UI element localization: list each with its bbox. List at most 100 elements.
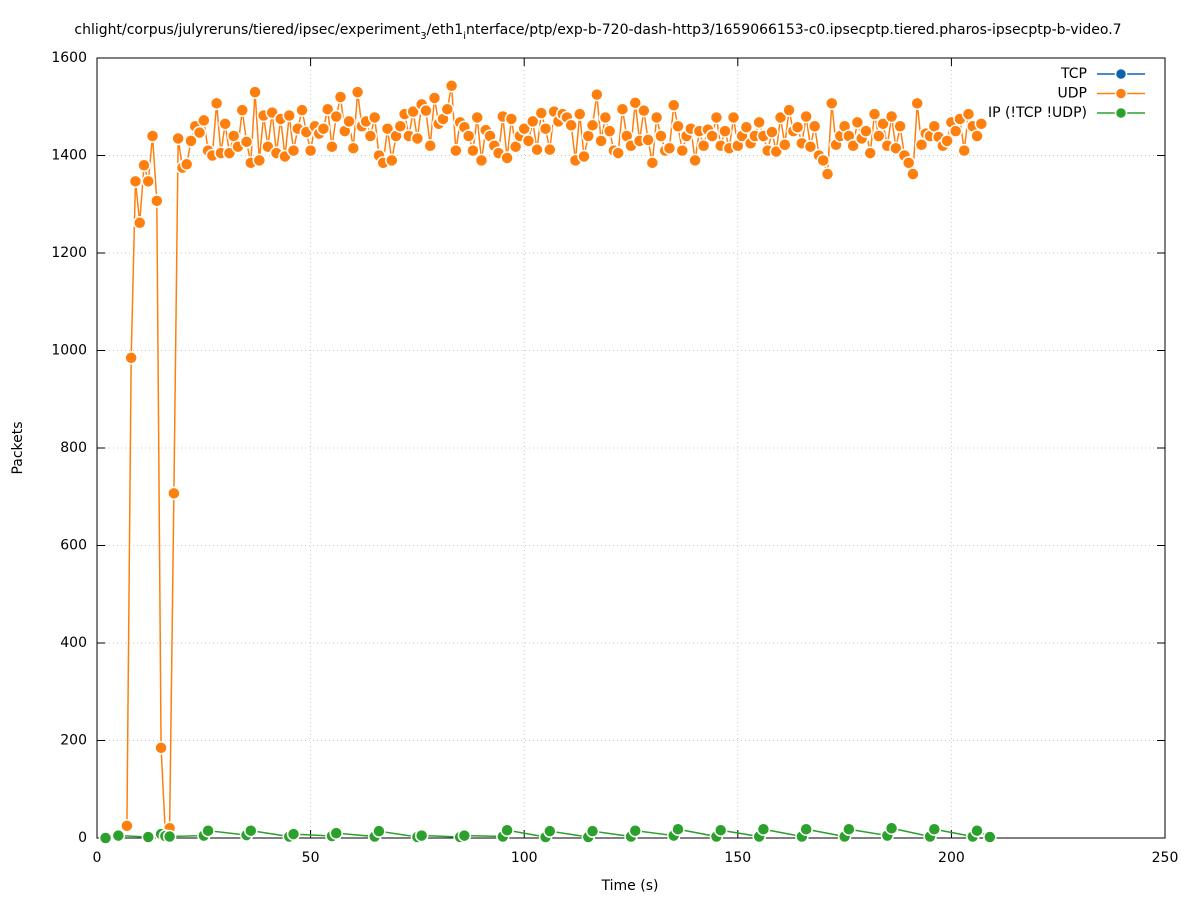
point bbox=[346, 141, 361, 155]
x-tick-label: 250 bbox=[1152, 850, 1179, 866]
point bbox=[825, 96, 839, 111]
y-tick-label: 600 bbox=[60, 538, 87, 554]
point bbox=[773, 110, 788, 125]
point bbox=[662, 141, 677, 155]
point bbox=[316, 121, 331, 136]
point bbox=[466, 143, 480, 158]
point bbox=[534, 106, 549, 120]
point bbox=[517, 121, 531, 136]
point bbox=[137, 158, 151, 172]
point bbox=[970, 129, 984, 143]
point bbox=[171, 131, 185, 146]
point bbox=[910, 96, 924, 111]
legend-label: IP (!TCP !UDP) bbox=[988, 105, 1087, 121]
point bbox=[350, 85, 365, 99]
point bbox=[141, 174, 156, 189]
point bbox=[572, 107, 587, 121]
x-tick-label: 200 bbox=[938, 850, 965, 866]
point bbox=[500, 823, 514, 837]
point bbox=[248, 85, 262, 99]
point bbox=[901, 156, 916, 170]
point bbox=[179, 157, 194, 172]
point bbox=[530, 142, 544, 157]
legend-marker bbox=[1114, 67, 1128, 81]
legend-label: UDP bbox=[1058, 86, 1087, 102]
point bbox=[778, 138, 792, 152]
title-part: chlight/corpus/julyreruns/tiered/ipsec/e… bbox=[74, 22, 420, 38]
point bbox=[799, 109, 813, 124]
point bbox=[846, 139, 860, 153]
point bbox=[239, 135, 254, 149]
title-subscript: 3 bbox=[420, 31, 426, 42]
point bbox=[538, 121, 553, 136]
point bbox=[470, 110, 484, 125]
x-tick-label: 100 bbox=[511, 850, 538, 866]
point bbox=[820, 167, 835, 181]
point bbox=[807, 119, 822, 133]
point bbox=[461, 129, 476, 143]
point bbox=[124, 351, 138, 365]
point bbox=[410, 131, 425, 146]
point bbox=[427, 91, 442, 105]
point bbox=[666, 98, 681, 113]
title-part: /eth1 bbox=[427, 22, 464, 38]
point bbox=[803, 139, 818, 154]
point bbox=[602, 124, 617, 138]
point bbox=[218, 117, 232, 131]
point bbox=[927, 822, 942, 836]
point bbox=[705, 129, 719, 143]
point bbox=[654, 129, 668, 143]
chart-title: chlight/corpus/julyreruns/tiered/ipsec/e… bbox=[74, 22, 1121, 42]
title-subscript: i bbox=[463, 31, 466, 42]
point bbox=[637, 103, 651, 118]
point bbox=[884, 109, 899, 124]
point bbox=[799, 822, 813, 836]
point bbox=[859, 124, 873, 138]
point bbox=[393, 119, 408, 133]
point bbox=[675, 143, 690, 158]
y-tick-label: 1600 bbox=[51, 50, 87, 66]
point bbox=[974, 117, 989, 131]
point bbox=[444, 79, 459, 93]
point bbox=[406, 104, 420, 119]
point bbox=[906, 167, 920, 181]
point bbox=[577, 149, 591, 164]
point bbox=[372, 824, 386, 838]
point bbox=[150, 194, 164, 208]
y-tick-label: 400 bbox=[60, 635, 87, 651]
point bbox=[628, 823, 643, 838]
point bbox=[363, 129, 378, 143]
point bbox=[184, 134, 198, 148]
point bbox=[120, 819, 134, 833]
point bbox=[893, 119, 907, 133]
point bbox=[423, 139, 437, 153]
point bbox=[192, 125, 207, 140]
point bbox=[419, 103, 433, 118]
point bbox=[282, 108, 296, 123]
point bbox=[598, 110, 613, 125]
point bbox=[957, 143, 971, 158]
point bbox=[474, 153, 489, 168]
point bbox=[884, 821, 899, 835]
point bbox=[889, 141, 903, 155]
point bbox=[543, 142, 557, 157]
point bbox=[594, 134, 608, 148]
x-tick-label: 150 bbox=[724, 850, 751, 866]
point bbox=[816, 153, 830, 168]
point bbox=[671, 822, 685, 836]
point bbox=[141, 830, 156, 844]
point bbox=[876, 117, 890, 131]
point bbox=[197, 113, 211, 128]
point bbox=[385, 153, 399, 168]
point bbox=[543, 824, 557, 838]
point bbox=[333, 90, 348, 104]
y-axis-label: Packets bbox=[10, 421, 26, 474]
point bbox=[500, 151, 514, 165]
point bbox=[756, 822, 771, 836]
point bbox=[286, 827, 301, 841]
point bbox=[564, 118, 578, 133]
point bbox=[970, 823, 984, 838]
legend-marker bbox=[1114, 106, 1128, 120]
point bbox=[645, 156, 660, 170]
